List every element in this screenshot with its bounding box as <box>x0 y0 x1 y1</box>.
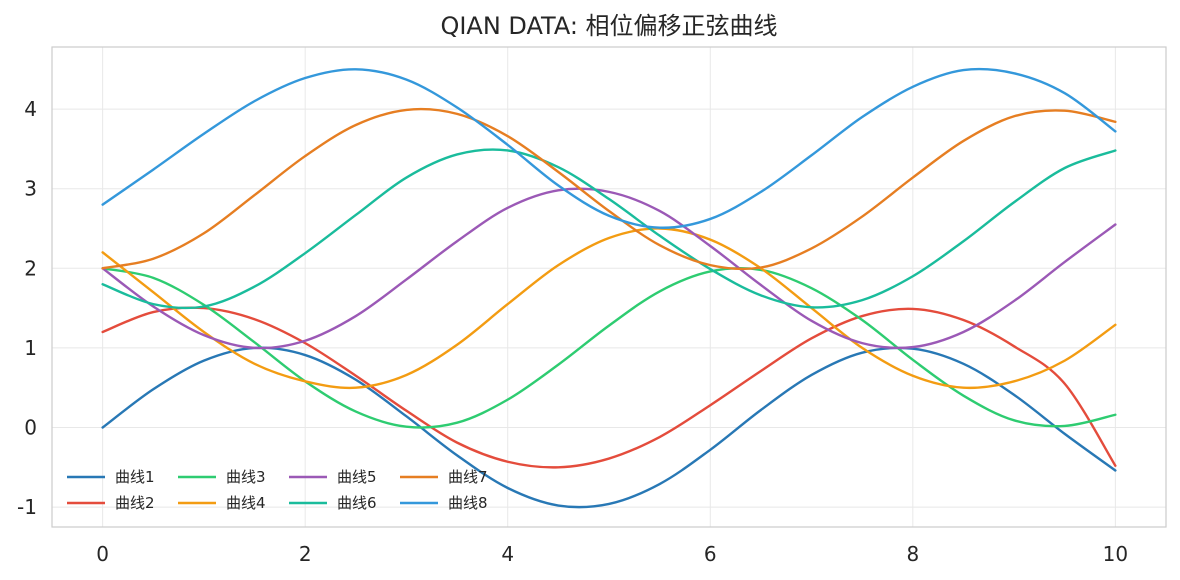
series-line-7 <box>101 107 1117 271</box>
x-tick-label: 6 <box>704 542 717 566</box>
series-line-6 <box>101 148 1117 310</box>
legend: 曲线1 曲线2 曲线3 曲线4 曲线5 曲线6 曲线7 曲线8 <box>67 468 488 512</box>
y-tick-label: 3 <box>24 177 37 201</box>
legend-item: 曲线6 <box>289 494 377 512</box>
series-lines <box>101 67 1117 509</box>
y-tick-label: 2 <box>24 256 37 280</box>
legend-item: 曲线7 <box>400 468 488 486</box>
legend-label: 曲线4 <box>226 494 266 512</box>
legend-item: 曲线5 <box>289 468 377 486</box>
legend-label: 曲线3 <box>226 468 266 486</box>
y-tick-label: 1 <box>24 336 37 360</box>
series-line-5 <box>101 187 1117 350</box>
x-tick-label: 10 <box>1103 542 1128 566</box>
grid <box>52 47 1166 527</box>
legend-item: 曲线3 <box>178 468 266 486</box>
plot-frame <box>51 46 1167 528</box>
series-line-2 <box>101 306 1117 469</box>
legend-label: 曲线7 <box>448 468 488 486</box>
legend-label: 曲线6 <box>337 494 377 512</box>
y-tick-label: 4 <box>24 97 37 121</box>
legend-label: 曲线1 <box>115 468 155 486</box>
chart-title: QIAN DATA: 相位偏移正弦曲线 <box>440 12 777 40</box>
y-tick-label: 0 <box>24 415 37 439</box>
series-line-8 <box>101 67 1117 229</box>
axis-ticks: 0 2 4 6 8 10 -1 0 1 2 3 4 <box>17 97 1128 566</box>
y-tick-label: -1 <box>17 495 37 519</box>
legend-label: 曲线2 <box>115 494 155 512</box>
legend-item: 曲线4 <box>178 494 266 512</box>
legend-item: 曲线8 <box>400 494 488 512</box>
x-tick-label: 2 <box>299 542 312 566</box>
legend-label: 曲线5 <box>337 468 377 486</box>
legend-item: 曲线1 <box>67 468 155 486</box>
x-tick-label: 4 <box>501 542 514 566</box>
series-line-4 <box>101 227 1117 390</box>
x-tick-label: 0 <box>96 542 109 566</box>
legend-item: 曲线2 <box>67 494 155 512</box>
x-tick-label: 8 <box>906 542 919 566</box>
legend-label: 曲线8 <box>448 494 488 512</box>
